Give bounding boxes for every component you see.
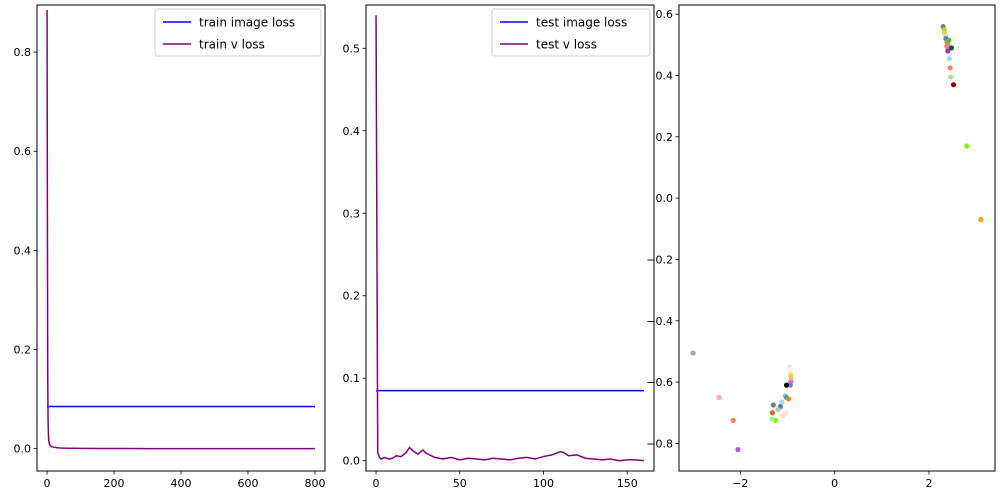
scatter-point-27 xyxy=(787,382,793,388)
y-tick-label: −0.8 xyxy=(646,437,673,450)
scatter-points xyxy=(690,23,984,453)
legend-label-test-image-loss: test image loss xyxy=(536,16,627,30)
scatter-point-11 xyxy=(946,56,952,62)
scatter-point-17 xyxy=(690,350,696,356)
train-loss-x-ticks: 0 200 400 600 800 xyxy=(44,471,325,490)
scatter-point-7 xyxy=(946,37,952,43)
scatter-point-20 xyxy=(735,446,741,453)
x-tick-label: 200 xyxy=(104,477,125,490)
y-tick-label: 0.2 xyxy=(343,290,361,303)
scatter-point-33 xyxy=(770,402,776,408)
scatter-point-31 xyxy=(785,396,792,402)
scatter-point-28 xyxy=(783,382,790,388)
scatter-point-10 xyxy=(949,45,955,51)
series-line-train-v-loss xyxy=(46,9,315,450)
y-tick-label: 0.6 xyxy=(14,145,32,158)
y-tick-label: 0.0 xyxy=(343,455,361,468)
scatter-point-36 xyxy=(783,410,789,416)
scatter-point-35 xyxy=(775,407,781,413)
legend-label-train-v-loss: train v loss xyxy=(199,38,265,52)
y-tick-label: 0.2 xyxy=(14,344,32,357)
train-loss-y-ticks: 0.0 0.2 0.4 0.6 0.8 xyxy=(14,46,37,456)
test-loss-axes-frame xyxy=(365,4,655,472)
test-loss-x-ticks: 0 50 100 150 xyxy=(373,471,638,490)
legend-label-test-v-loss: test v loss xyxy=(536,38,597,52)
scatter-point-18 xyxy=(716,394,722,401)
scatter-point-37 xyxy=(769,410,775,416)
test-loss-legend: test image loss test v loss xyxy=(491,8,651,57)
scatter-point-13 xyxy=(948,74,954,80)
legend-label-train-image-loss: train image loss xyxy=(199,16,295,30)
test-loss-plot: 0 50 100 150 0.0 0.1 0.2 0.3 0.4 0.5 test image … xyxy=(343,4,655,490)
x-tick-label: 2 xyxy=(925,477,932,490)
y-tick-label: 0.5 xyxy=(343,42,361,55)
scatter-point-40 xyxy=(773,417,779,424)
scatter-y-ticks: −0.8 −0.6 −0.4 −0.2 0.0 0.2 0.4 0.6 xyxy=(646,8,679,450)
y-tick-label: −0.6 xyxy=(646,376,673,389)
train-loss-plot: 0 200 400 600 800 0.0 0.2 0.4 0.6 0.8 train imag… xyxy=(14,4,326,490)
series-line-test-v-loss xyxy=(375,15,645,462)
test-loss-y-ticks: 0.0 0.1 0.2 0.3 0.4 0.5 xyxy=(343,42,366,468)
scatter-point-12 xyxy=(947,65,953,71)
y-tick-label: 0.1 xyxy=(343,372,361,385)
test-loss-lines xyxy=(375,15,645,462)
y-tick-label: 0.6 xyxy=(656,8,674,21)
embedding-scatter-plot: −2 0 2 −0.8 −0.6 −0.4 −0.2 0.0 0.2 0.4 0.6 xyxy=(646,4,996,490)
scatter-point-38 xyxy=(780,413,786,419)
test-loss-legend-box xyxy=(491,8,651,57)
y-tick-label: 0.0 xyxy=(14,443,32,456)
scatter-point-15 xyxy=(964,143,970,149)
x-tick-label: 0 xyxy=(831,477,838,490)
x-tick-label: 600 xyxy=(237,477,258,490)
scatter-point-14 xyxy=(950,82,957,88)
scatter-point-16 xyxy=(978,217,984,223)
y-tick-label: 0.4 xyxy=(343,125,361,138)
scatter-x-ticks: −2 0 2 xyxy=(732,471,932,490)
scatter-point-8 xyxy=(944,43,950,49)
y-tick-label: 0.8 xyxy=(14,46,32,59)
y-tick-label: −0.2 xyxy=(646,253,673,266)
y-tick-label: 0.4 xyxy=(14,244,32,257)
scatter-axes-frame xyxy=(678,4,996,472)
scatter-point-32 xyxy=(779,399,785,405)
train-loss-legend: train image loss train v loss xyxy=(154,8,322,57)
scatter-point-9 xyxy=(945,48,951,54)
train-loss-legend-box xyxy=(154,8,322,57)
y-tick-label: 0.2 xyxy=(656,131,674,144)
y-tick-label: 0.0 xyxy=(656,192,674,205)
x-tick-label: 150 xyxy=(617,477,638,490)
x-tick-label: 50 xyxy=(453,477,467,490)
y-tick-label: 0.4 xyxy=(656,70,674,83)
scatter-point-19 xyxy=(730,417,736,424)
x-tick-label: 800 xyxy=(304,477,325,490)
y-tick-label: −0.4 xyxy=(646,315,673,328)
x-tick-label: −2 xyxy=(732,477,748,490)
y-tick-label: 0.3 xyxy=(343,207,361,220)
x-tick-label: 100 xyxy=(533,477,554,490)
train-loss-lines xyxy=(46,9,315,450)
x-tick-label: 400 xyxy=(171,477,192,490)
x-tick-label: 0 xyxy=(373,477,380,490)
x-tick-label: 0 xyxy=(44,477,51,490)
